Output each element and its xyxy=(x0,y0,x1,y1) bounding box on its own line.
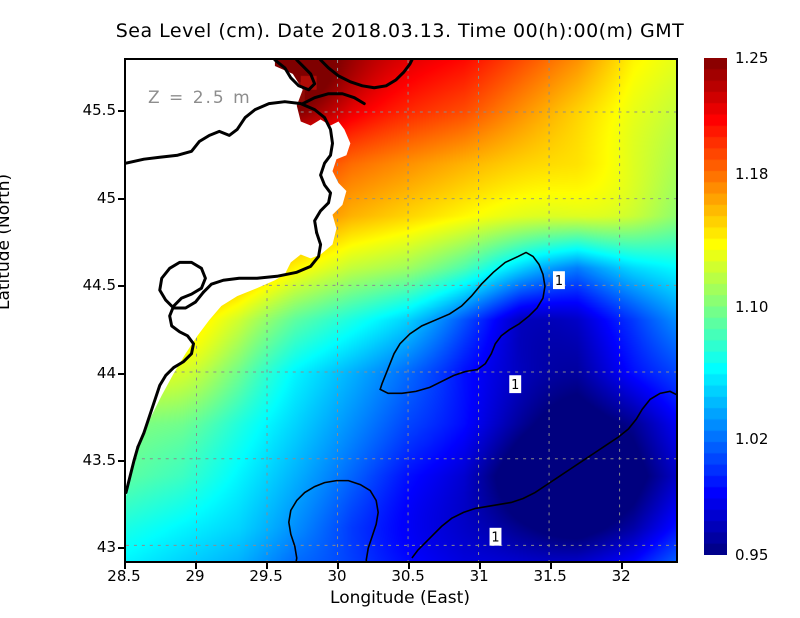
x-tick-mark-3 xyxy=(337,563,340,569)
y-tick-mark-5 xyxy=(118,547,124,550)
contour-label-1: 1 xyxy=(511,378,519,393)
x-tick-label-6: 31.5 xyxy=(533,567,567,585)
contour-label-bg xyxy=(552,271,565,290)
land-mask xyxy=(126,60,351,561)
colorbar-gradient xyxy=(704,58,727,555)
colorbar-tick-label-1: 1.18 xyxy=(735,164,769,183)
y-tick-mark-3 xyxy=(118,372,124,375)
depth-annotation: Z = 2.5 m xyxy=(148,88,252,108)
coastline xyxy=(126,60,414,495)
contour-label-0: 1 xyxy=(555,274,563,289)
x-tick-label-7: 32 xyxy=(611,567,631,585)
x-tick-mark-7 xyxy=(621,563,624,569)
x-tick-label-4: 30.5 xyxy=(391,567,425,585)
colorbar-tick-label-4: 0.95 xyxy=(735,546,769,564)
x-tick-label-2: 29.5 xyxy=(249,567,283,585)
map-plot-area[interactable]: 1 1 1 xyxy=(124,58,678,563)
x-tick-label-0: 28.5 xyxy=(107,567,141,585)
colorbar-tick-label-3: 1.02 xyxy=(735,430,769,449)
y-tick-label-5: 43 xyxy=(96,538,116,557)
y-tick-mark-4 xyxy=(118,459,124,462)
contour-label-2: 1 xyxy=(491,531,499,546)
colorbar-tick-label-2: 1.10 xyxy=(735,297,769,316)
x-tick-mark-6 xyxy=(550,563,553,569)
y-axis-label: Latitude (North) xyxy=(0,173,14,310)
page-title: Sea Level (cm). Date 2018.03.13. Time 00… xyxy=(115,20,685,42)
x-tick-mark-5 xyxy=(479,563,482,569)
y-tick-mark-0 xyxy=(118,110,124,113)
x-tick-label-3: 30 xyxy=(327,567,347,585)
coastline-and-contours: 1 1 1 xyxy=(126,60,676,561)
y-tick-mark-2 xyxy=(118,285,124,288)
colorbar-tick-label-0: 1.25 xyxy=(735,49,769,67)
y-tick-label-3: 44 xyxy=(96,363,116,382)
y-tick-label-2: 44.5 xyxy=(82,276,116,295)
contour-label-bg xyxy=(509,375,522,394)
y-tick-mark-1 xyxy=(118,197,124,200)
colorbar[interactable] xyxy=(704,58,727,555)
x-tick-mark-0 xyxy=(124,563,126,569)
contour-label-bg xyxy=(489,527,502,546)
contour-label-boxes: 1 1 1 xyxy=(489,271,565,546)
y-tick-label-1: 45 xyxy=(96,188,116,207)
x-tick-mark-2 xyxy=(266,563,269,569)
contour-lines xyxy=(288,251,676,561)
x-tick-mark-4 xyxy=(408,563,411,569)
x-tick-mark-1 xyxy=(195,563,198,569)
x-tick-label-5: 31 xyxy=(469,567,489,585)
x-axis-label: Longitude (East) xyxy=(330,588,470,608)
x-tick-label-1: 29 xyxy=(185,567,205,585)
y-tick-label-0: 45.5 xyxy=(82,101,116,120)
y-tick-label-4: 43.5 xyxy=(82,450,116,469)
